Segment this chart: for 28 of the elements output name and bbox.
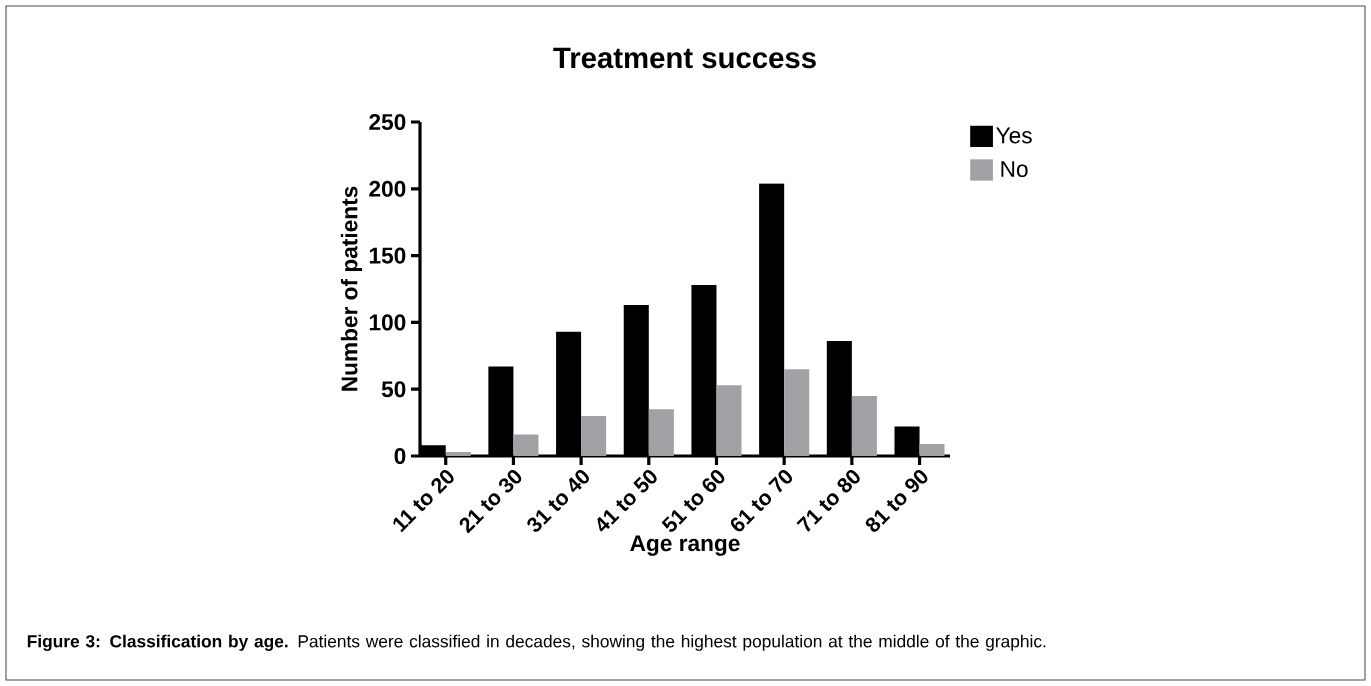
bar: [581, 415, 607, 456]
x-tick-label: 81 to 90: [865, 470, 928, 532]
x-tick-label: 41 to 50: [597, 470, 657, 532]
x-tick-label: 71 to 80: [796, 470, 860, 532]
bar: [784, 369, 810, 456]
y-tick-label: 150: [369, 247, 406, 264]
y-tick-label: 200: [369, 180, 406, 197]
bar: [445, 451, 471, 456]
x-tick-label: 51 to 60: [661, 470, 725, 532]
y-tick-label: 250: [369, 113, 406, 131]
y-tick-label: 0: [394, 447, 406, 465]
x-tick-label: 61 to 70: [730, 470, 793, 532]
legend-label: No: [1001, 161, 1028, 178]
chart-title: Treatment success: [553, 47, 816, 69]
y-tick-label: 100: [369, 314, 406, 331]
x-tick-label: 31 to 40: [527, 470, 589, 532]
x-axis-title: Age range: [630, 535, 740, 556]
bar: [851, 395, 877, 456]
y-axis-title: Number of patients: [340, 186, 362, 391]
legend-label: Yes: [996, 127, 1032, 144]
y-tick-label: 50: [381, 381, 406, 398]
x-tick-label: 21 to 30: [459, 470, 522, 534]
bar: [919, 443, 945, 456]
text: Figure 3: Classification by age. Patients were classified in decades, showing the highest population at the middle of the graphic.: [27, 634, 1046, 651]
x-tick-label: 11 to 20: [393, 470, 454, 533]
bar: [513, 434, 539, 456]
bar: [648, 409, 674, 456]
bar: [716, 385, 742, 456]
